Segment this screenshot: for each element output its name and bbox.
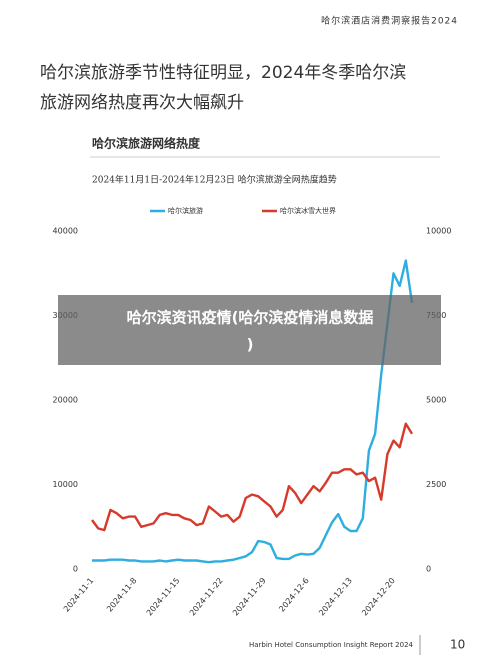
page-number: 10 <box>450 638 465 652</box>
overlay-text: 哈尔滨资讯疫情(哈尔滨疫情消息数据 <box>127 309 374 327</box>
y-tick-label: 40000 <box>53 227 78 236</box>
overlay-text: ) <box>247 336 254 354</box>
y2-tick-label: 0 <box>426 565 431 574</box>
y-tick-label: 10000 <box>53 480 78 489</box>
y2-tick-label: 5000 <box>426 396 446 405</box>
header: 哈尔滨酒店消费洞察报告2024 <box>321 15 458 27</box>
y-tick-label: 20000 <box>53 396 78 405</box>
chart-title: 哈尔滨旅游网络热度 <box>92 136 201 151</box>
y2-tick-label: 10000 <box>426 227 451 236</box>
heading: 旅游网络热度再次大幅飙升 <box>40 93 244 113</box>
overlay-band <box>58 295 441 365</box>
legend-label: 哈尔滨冰雪大世界 <box>280 206 336 215</box>
legend-label: 哈尔滨旅游 <box>168 206 203 215</box>
line <box>92 259 414 564</box>
y2-tick-label: 2500 <box>426 480 446 489</box>
line <box>91 422 414 532</box>
y-tick-label: 0 <box>73 565 78 574</box>
footer: Harbin Hotel Consumption Insight Report … <box>249 641 414 649</box>
chart-subtitle: 2024年11月1日-2024年12月23日 哈尔滨旅游全网热度趋势 <box>92 174 337 186</box>
heading: 哈尔滨旅游季节性特征明显，2024年冬季哈尔滨 <box>40 63 406 83</box>
